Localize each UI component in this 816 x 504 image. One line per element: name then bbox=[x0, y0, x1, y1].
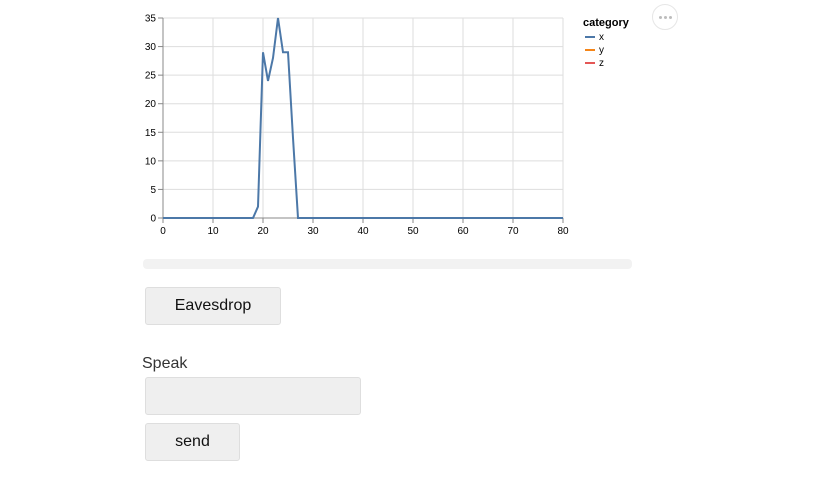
legend-title: category bbox=[583, 17, 630, 29]
x-tick-label: 0 bbox=[160, 226, 166, 237]
more-horizontal-icon-dot bbox=[663, 15, 667, 19]
more-horizontal-icon-dot bbox=[668, 15, 672, 19]
y-tick-label: 20 bbox=[145, 99, 157, 110]
progress-bar bbox=[143, 259, 632, 269]
series-line-x bbox=[163, 17, 563, 219]
x-tick-label: 40 bbox=[357, 226, 369, 237]
y-tick-label: 15 bbox=[145, 128, 157, 139]
x-tick-label: 60 bbox=[457, 226, 469, 237]
x-tick-label: 10 bbox=[207, 226, 219, 237]
x-tick-label: 80 bbox=[557, 226, 569, 237]
x-tick-label: 20 bbox=[257, 226, 269, 237]
speak-label: Speak bbox=[142, 355, 188, 372]
speak-input[interactable] bbox=[145, 377, 361, 415]
chart-series bbox=[163, 17, 563, 219]
x-tick-label: 50 bbox=[407, 226, 419, 237]
x-tick-label: 70 bbox=[507, 226, 519, 237]
chart-axes: 0 10 20 30 40 50 60 70 80 0 5 10 15 20 25 30 35 bbox=[145, 14, 569, 238]
legend-label-x: x bbox=[599, 32, 604, 43]
y-tick-label: 25 bbox=[145, 71, 157, 82]
legend-label-z: z bbox=[599, 58, 604, 69]
legend-label-y: y bbox=[599, 45, 604, 56]
more-horizontal-icon bbox=[658, 15, 662, 19]
chart-actions-button[interactable] bbox=[652, 4, 678, 30]
line-chart: 0 10 20 30 40 50 60 70 80 0 5 10 15 20 25 30 35 category… bbox=[130, 8, 650, 246]
y-tick-label: 10 bbox=[145, 156, 157, 167]
send-button[interactable]: send bbox=[145, 423, 240, 461]
chart-grid bbox=[162, 17, 564, 219]
chart-legend: category xyz bbox=[583, 17, 630, 69]
x-tick-label: 30 bbox=[307, 226, 319, 237]
eavesdrop-button[interactable]: Eavesdrop bbox=[145, 287, 281, 325]
y-tick-label: 30 bbox=[145, 42, 157, 53]
chart-svg: 0 10 20 30 40 50 60 70 80 0 5 10 15 20 25 30 35 category… bbox=[145, 14, 630, 238]
y-tick-label: 35 bbox=[145, 14, 157, 25]
y-tick-label: 5 bbox=[150, 185, 156, 196]
y-tick-label: 0 bbox=[150, 214, 156, 225]
